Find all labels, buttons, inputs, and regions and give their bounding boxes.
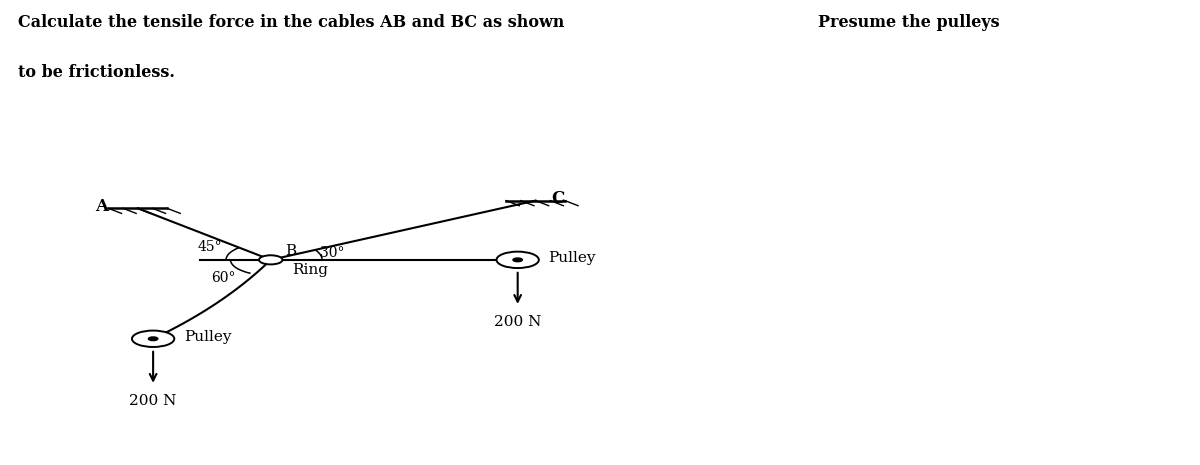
Circle shape (512, 258, 522, 262)
Text: A: A (95, 198, 108, 214)
Circle shape (132, 331, 174, 347)
Text: C: C (551, 190, 564, 207)
Text: Pulley: Pulley (184, 331, 232, 345)
Text: Pulley: Pulley (548, 252, 595, 266)
Text: B: B (284, 244, 296, 258)
Circle shape (497, 252, 539, 268)
Circle shape (259, 255, 282, 265)
Text: 30°: 30° (319, 246, 344, 259)
Text: 45°: 45° (197, 240, 222, 254)
Circle shape (149, 337, 158, 340)
Text: 60°: 60° (211, 271, 236, 285)
Text: to be frictionless.: to be frictionless. (18, 64, 175, 81)
Text: Ring: Ring (292, 263, 328, 277)
Text: 200 N: 200 N (494, 315, 541, 329)
Text: 200 N: 200 N (130, 394, 176, 408)
Text: Calculate the tensile force in the cables AB and BC as shown: Calculate the tensile force in the cable… (18, 14, 564, 31)
Text: Presume the pulleys: Presume the pulleys (817, 14, 1000, 31)
